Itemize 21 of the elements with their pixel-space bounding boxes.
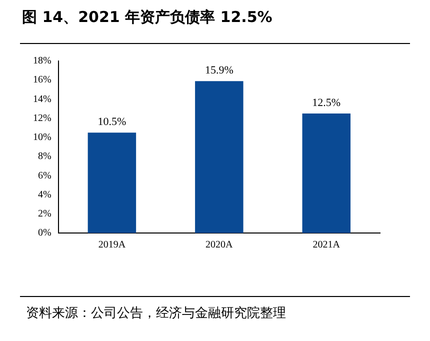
text: 资料来源：公司公告，经济与金融研究院整理 — [26, 305, 286, 322]
y-tick-label: 6% — [38, 170, 52, 182]
y-tick-label: 4% — [38, 189, 52, 200]
y-tick-label: 12% — [32, 112, 52, 124]
x-tick-label: 2019A — [98, 240, 126, 251]
y-tick-label: 2% — [38, 208, 52, 220]
chart-title: 图 14、2021 年资产负债率 12.5% — [22, 8, 272, 27]
data-label: 15.9% — [204, 64, 234, 76]
y-tick-label: 10% — [32, 132, 52, 144]
x-tick-label: 2021A — [312, 240, 341, 251]
bar — [88, 132, 136, 233]
y-tick-label: 8% — [38, 151, 52, 162]
bar — [302, 114, 351, 233]
y-tick-label: 0% — [38, 228, 52, 239]
data-label: 12.5% — [312, 96, 341, 109]
y-tick-label: 18% — [32, 56, 52, 67]
bar — [195, 81, 244, 233]
x-tick-label: 2020A — [206, 240, 234, 251]
y-tick-label: 16% — [32, 74, 52, 86]
data-label: 10.5% — [98, 116, 126, 128]
y-tick-label: 14% — [32, 94, 52, 105]
